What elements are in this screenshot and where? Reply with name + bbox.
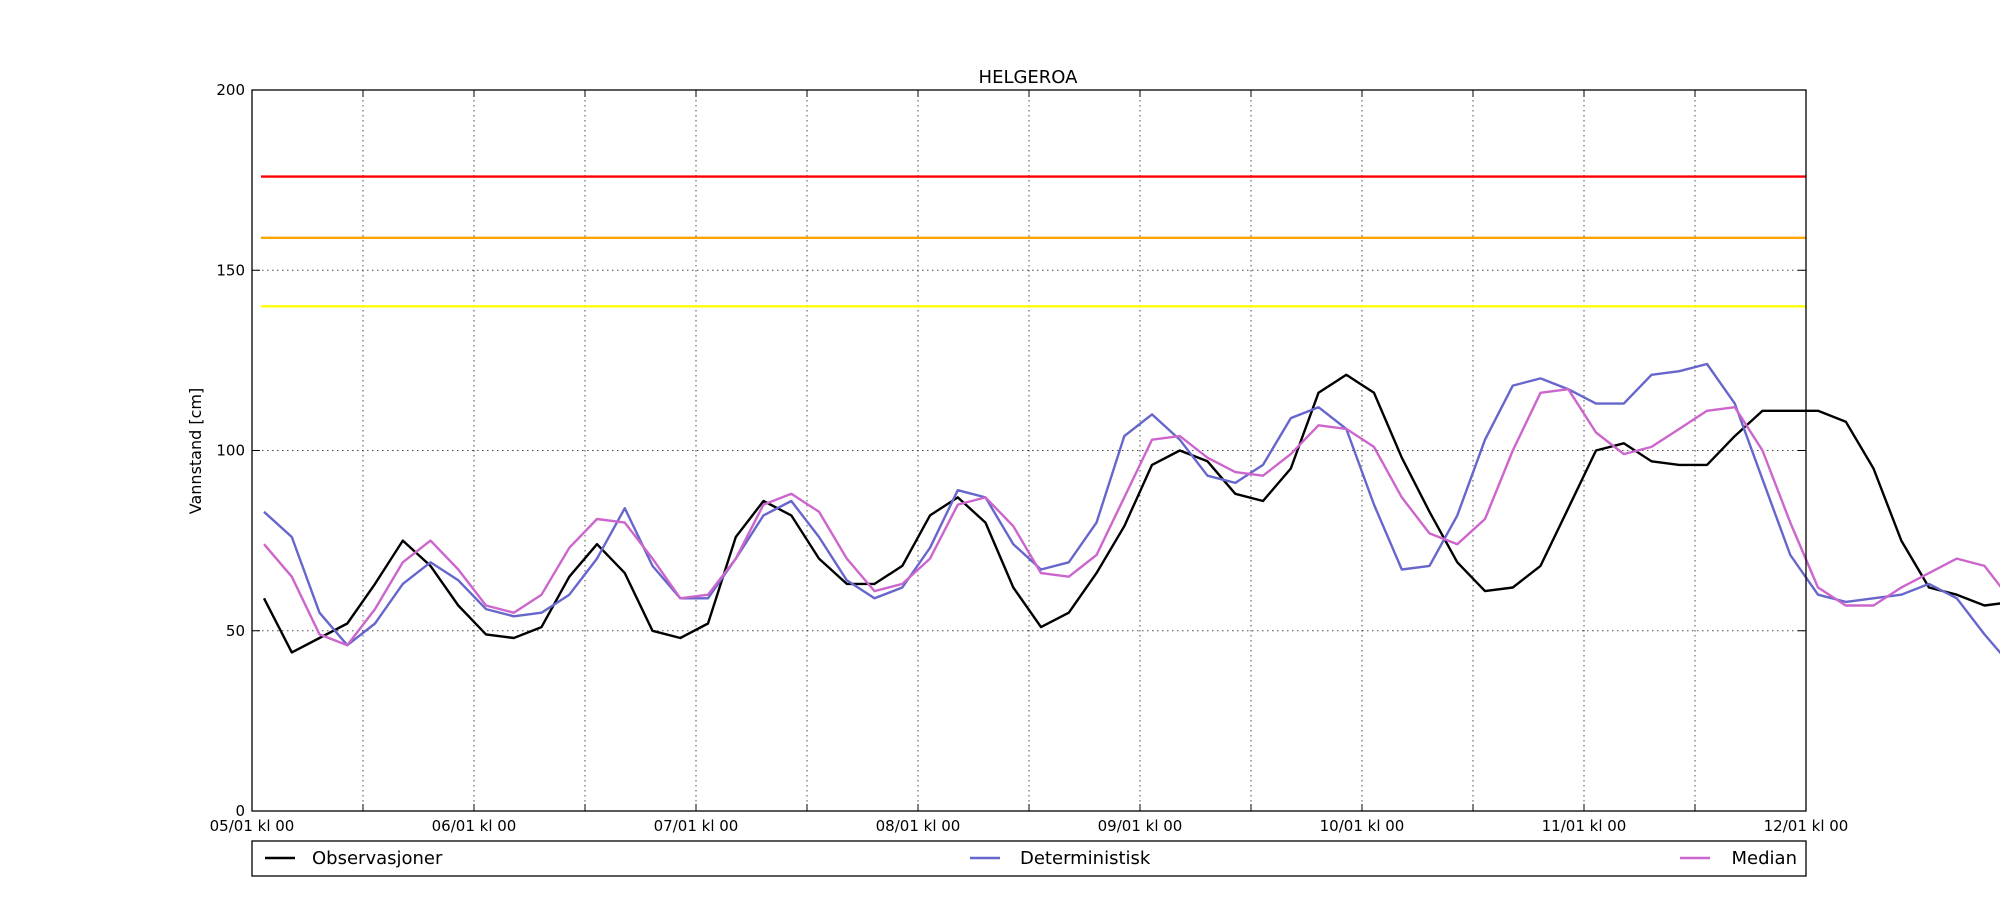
- legend-label: Deterministisk: [1020, 848, 1151, 869]
- x-tick-label: 06/01 kl 00: [432, 817, 517, 835]
- x-tick-label: 07/01 kl 00: [654, 817, 739, 835]
- axis-ticks: 05/01 kl 00 06/01 kl 00 07/01 kl 00 08/01 k…: [210, 81, 1849, 835]
- legend-label: Median: [1732, 848, 1797, 869]
- y-tick-label: 200: [216, 81, 245, 99]
- x-tick-label: 12/01 kl 00: [1764, 817, 1849, 835]
- threshold-lines: [261, 175, 1806, 308]
- series-line-observasjoner: [262, 373, 2000, 654]
- x-tick-label: 11/01 kl 00: [1542, 817, 1627, 835]
- y-tick-label: 50: [226, 622, 245, 640]
- y-tick-label: 150: [216, 261, 245, 279]
- y-axis-label: Vannstand [cm]: [186, 388, 205, 514]
- legend-label: Observasjoner: [312, 848, 443, 869]
- series-line-median: [263, 388, 2000, 647]
- legend: Observasjoner Deterministisk Median: [251, 840, 1807, 877]
- y-tick-label: 0: [235, 802, 245, 820]
- x-tick-label: 09/01 kl 00: [1098, 817, 1183, 835]
- series-lines: [262, 362, 2000, 655]
- x-tick-label: 05/01 kl 00: [210, 817, 295, 835]
- legend-frame: [251, 840, 1807, 877]
- y-tick-label: 100: [216, 442, 245, 460]
- grid-lines: [252, 90, 1806, 811]
- chart-title: HELGEROA: [979, 67, 1079, 88]
- series-line-deterministisk: [263, 362, 2000, 655]
- x-tick-label: 08/01 kl 00: [876, 817, 961, 835]
- x-tick-label: 10/01 kl 00: [1320, 817, 1405, 835]
